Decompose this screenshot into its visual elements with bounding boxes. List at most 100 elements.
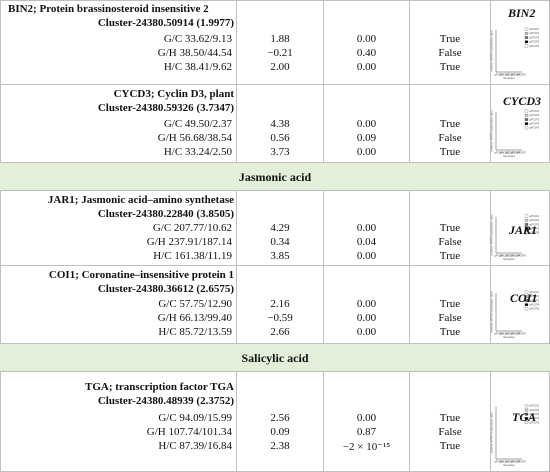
- x-tick-label: qPCR4: [511, 460, 521, 464]
- gene-name: CYCD3; Cyclin D3, plant: [113, 88, 234, 100]
- gene-name: BIN2; Protein brassinosteroid insensitiv…: [8, 3, 209, 15]
- chart-gene-label: CYCD3: [503, 94, 542, 108]
- log2-fold-change: 4.29: [270, 222, 290, 234]
- significance: True: [439, 250, 461, 262]
- x-tick-label: qPCR5: [516, 73, 526, 77]
- cluster-id: Cluster-24380.50914 (1.9977): [97, 17, 234, 29]
- significance: True: [439, 222, 461, 234]
- column-separator: [323, 265, 324, 343]
- legend-swatch: [524, 126, 529, 130]
- legend-label: qPCR4: [530, 122, 540, 126]
- comparison-value: G/C 94.09/15.99: [158, 412, 232, 424]
- comparison-value: G/H 56.68/38.54: [157, 132, 232, 144]
- x-tick-label: qPCR2: [500, 151, 510, 155]
- comparison-value: H/C 38.41/9.62: [163, 61, 232, 73]
- log2-fold-change: 3.85: [270, 250, 290, 262]
- significance: True: [439, 118, 461, 130]
- x-tick-label: qPCR5: [516, 254, 526, 258]
- legend-swatch: [524, 214, 529, 218]
- column-separator: [409, 0, 410, 84]
- p-value: −2 × 10⁻¹⁵: [342, 441, 391, 453]
- legend-swatch: [524, 231, 529, 235]
- legend-swatch: [524, 109, 529, 113]
- log2-fold-change: 2.56: [270, 412, 290, 424]
- p-value: 0.00: [356, 298, 377, 310]
- comparison-value: H/C 87.39/16.84: [158, 440, 232, 452]
- p-value: 0.87: [356, 426, 377, 438]
- x-tick-label: qPCR5: [516, 460, 526, 464]
- column-separator: [490, 0, 491, 84]
- legend-label: qPCR5: [530, 44, 540, 48]
- x-tick-label: qPCR4: [511, 151, 521, 155]
- significance: False: [438, 426, 462, 438]
- significance: False: [438, 236, 462, 248]
- legend-label: qPCR5: [530, 231, 540, 235]
- p-value: 0.40: [356, 47, 377, 59]
- section-band-jasmonic: [0, 163, 550, 190]
- y-axis-title: relative mRNA expression ratio: [490, 214, 494, 256]
- column-separator: [409, 84, 410, 162]
- legend-label: qPCR1: [530, 109, 540, 113]
- x-tick-label: qPCR1: [494, 460, 504, 464]
- significance: True: [439, 33, 461, 45]
- column-separator: [323, 190, 324, 265]
- legend-label: qPCR1: [530, 290, 540, 294]
- legend-swatch: [524, 218, 529, 222]
- p-value: 0.00: [356, 118, 377, 130]
- x-tick-label: qPCR1: [494, 73, 504, 77]
- cluster-id: Cluster-24380.48939 (2.3752): [97, 395, 234, 407]
- column-separator: [490, 265, 491, 343]
- x-tick-label: qPCR3: [505, 73, 515, 77]
- section-band-salicylic: [0, 344, 550, 371]
- comparison-value: G/H 66.13/99.40: [157, 312, 232, 324]
- column-separator: [236, 190, 237, 265]
- legend-swatch: [524, 290, 529, 294]
- legend-swatch: [524, 307, 529, 311]
- legend-label: qPCR3: [530, 298, 540, 302]
- p-value: 0.00: [356, 250, 377, 262]
- gene-name: JAR1; Jasmonic acid–amino synthetase: [47, 194, 234, 206]
- legend-label: qPCR2: [530, 408, 540, 412]
- legend-label: qPCR1: [530, 27, 540, 31]
- log2-fold-change: −0.59: [267, 312, 293, 324]
- p-value: 0.00: [356, 222, 377, 234]
- comparison-value: G/C 207.77/10.62: [152, 222, 232, 234]
- legend-swatch: [524, 32, 529, 35]
- chart-gene-label: COI1: [510, 291, 538, 305]
- row-divider: [0, 84, 550, 85]
- gene-name: COI1; Coronatine–insensitive protein 1: [48, 269, 234, 281]
- legend-label: qPCR5: [530, 307, 540, 311]
- y-axis-title: relative mRNA expression ratio: [490, 110, 494, 152]
- comparison-value: G/H 237.91/187.14: [146, 236, 232, 248]
- legend-label: qPCR1: [530, 214, 540, 218]
- x-tick-label: qPCR2: [500, 460, 510, 464]
- x-axis-title: Samples: [503, 335, 515, 339]
- x-tick-label: qPCR3: [505, 151, 515, 155]
- log2-fold-change: 2.66: [270, 326, 290, 338]
- log2-fold-change: 2.38: [270, 440, 290, 452]
- x-axis-title: Samples: [503, 76, 515, 80]
- column-separator: [323, 84, 324, 162]
- log2-fold-change: 0.56: [270, 132, 290, 144]
- legend-label: qPCR4: [530, 226, 540, 230]
- legend-swatch: [524, 27, 529, 31]
- cluster-id: Cluster-24380.22840 (3.8505): [97, 208, 234, 220]
- row-divider: [0, 343, 550, 344]
- column-separator: [323, 371, 324, 471]
- p-value: 0.00: [356, 412, 377, 424]
- legend-swatch: [524, 122, 529, 126]
- significance: True: [439, 440, 461, 452]
- legend-label: qPCR2: [530, 294, 540, 298]
- log2-fold-change: 2.16: [270, 298, 290, 310]
- legend-label: qPCR4: [530, 416, 540, 420]
- legend-swatch: [524, 227, 529, 231]
- p-value: 0.09: [356, 132, 377, 144]
- row-divider: [0, 371, 550, 372]
- comparison-value: H/C 161.38/11.19: [153, 250, 232, 262]
- legend-swatch: [524, 44, 529, 48]
- legend-label: qPCR5: [530, 126, 540, 130]
- legend-label: qPCR4: [530, 40, 540, 44]
